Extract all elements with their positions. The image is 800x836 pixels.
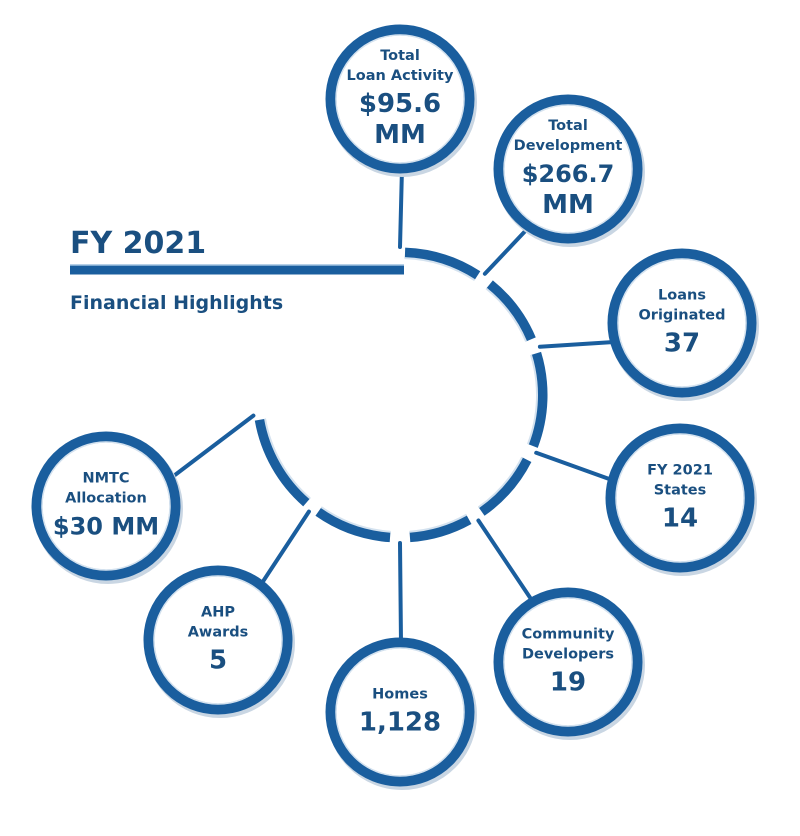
fy2021-states-circle-inner [615, 433, 745, 563]
total-loan-activity-circle-inner [335, 34, 465, 164]
hub-ring-segment [315, 506, 391, 543]
total-loan-activity-circle [325, 24, 475, 174]
connector-line [476, 518, 535, 604]
page-title: FY 2021 [70, 226, 207, 261]
connector-line [398, 166, 404, 249]
total-loan-activity-value: $95.6 [359, 89, 441, 119]
loans-originated-circle [607, 248, 757, 398]
community-developers-label: Developers [522, 647, 614, 663]
total-development-value: MM [542, 190, 594, 220]
page-subtitle: Financial Highlights [70, 292, 284, 314]
homes-circle-inner [335, 647, 465, 777]
hub-ring-inner-edge [526, 354, 538, 445]
hub-ring-segment [404, 247, 481, 281]
connector-line [398, 541, 403, 645]
fy2021-states-label: FY 2021 [647, 463, 713, 479]
ahp-awards-circle-inner [153, 575, 283, 705]
connector-line [482, 224, 532, 276]
total-development-label: Development [514, 138, 623, 154]
hub-ring-segment [409, 514, 472, 543]
loans-originated-label: Originated [638, 308, 725, 324]
total-loan-activity-label: Loan Activity [347, 68, 454, 84]
loans-originated-value: 37 [664, 329, 700, 359]
fy2021-states-value: 14 [662, 504, 698, 534]
nmtc-allocation-circle-inner [41, 441, 171, 571]
total-loan-activity-value: MM [374, 120, 426, 150]
hub-ring-inner-edge [264, 418, 311, 500]
nmtc-allocation-label: NMTC [82, 471, 129, 487]
connector-line [537, 340, 616, 349]
nmtc-allocation-value: $30 MM [53, 513, 159, 541]
connector-line [534, 450, 614, 482]
community-developers-circle-inner [503, 597, 633, 727]
hub-ring-inner-edge [409, 513, 467, 533]
hub-ring-segment [478, 456, 532, 516]
hub-ring-inner-edge [404, 257, 476, 281]
community-developers-circle [493, 587, 643, 737]
loans-originated-circle-inner [617, 258, 747, 388]
total-development-circle-inner [503, 104, 633, 234]
community-developers-value: 19 [550, 668, 586, 698]
ahp-awards-value: 5 [209, 646, 227, 676]
ahp-awards-label: AHP [201, 605, 235, 621]
homes-value: 1,128 [359, 708, 441, 738]
total-loan-activity-label: Total [380, 48, 420, 64]
homes-label: Homes [372, 687, 428, 703]
total-development-label: Total [548, 118, 588, 134]
hub-ring-segment [254, 418, 311, 507]
connector-line [258, 509, 311, 588]
fy2021-states-label: States [654, 483, 707, 499]
hub-ring-inner-edge [320, 506, 391, 533]
hub-ring-inner-edge [478, 456, 523, 509]
total-development-circle [493, 94, 643, 244]
fy2021-states-circle [605, 423, 755, 573]
loans-originated-label: Loans [658, 288, 706, 304]
ahp-awards-circle [143, 565, 293, 715]
community-developers-label: Community [522, 627, 615, 643]
connector-line [169, 413, 256, 480]
hub-ring-inner-edge [485, 287, 528, 342]
homes-circle [325, 637, 475, 787]
ahp-awards-label: Awards [188, 625, 249, 641]
nmtc-allocation-label: Allocation [65, 491, 147, 507]
hub-ring-segment [485, 280, 536, 342]
total-development-value: $266.7 [522, 160, 615, 188]
hub-ring-segment [527, 351, 548, 448]
nmtc-allocation-circle [31, 431, 181, 581]
